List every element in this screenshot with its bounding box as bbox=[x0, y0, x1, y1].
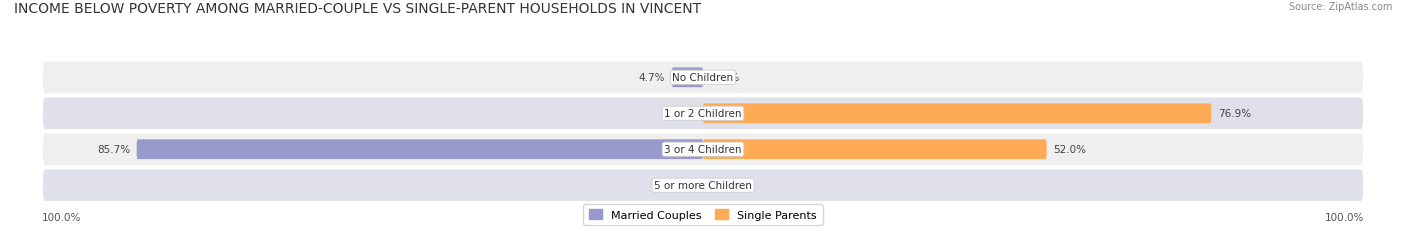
Text: 4.7%: 4.7% bbox=[638, 73, 665, 83]
Text: 0.0%: 0.0% bbox=[666, 109, 693, 119]
Text: No Children: No Children bbox=[672, 73, 734, 83]
Text: 0.0%: 0.0% bbox=[713, 180, 740, 190]
FancyBboxPatch shape bbox=[703, 104, 1211, 124]
Text: 3 or 4 Children: 3 or 4 Children bbox=[664, 145, 742, 155]
FancyBboxPatch shape bbox=[42, 169, 1364, 202]
Text: INCOME BELOW POVERTY AMONG MARRIED-COUPLE VS SINGLE-PARENT HOUSEHOLDS IN VINCENT: INCOME BELOW POVERTY AMONG MARRIED-COUPL… bbox=[14, 2, 702, 16]
FancyBboxPatch shape bbox=[42, 97, 1364, 130]
FancyBboxPatch shape bbox=[703, 140, 1046, 159]
FancyBboxPatch shape bbox=[672, 68, 703, 88]
Text: 0.0%: 0.0% bbox=[666, 180, 693, 190]
Text: 100.0%: 100.0% bbox=[1324, 212, 1364, 222]
FancyBboxPatch shape bbox=[136, 140, 703, 159]
Text: 52.0%: 52.0% bbox=[1053, 145, 1087, 155]
FancyBboxPatch shape bbox=[42, 61, 1364, 94]
Text: 0.0%: 0.0% bbox=[713, 73, 740, 83]
Text: 76.9%: 76.9% bbox=[1218, 109, 1251, 119]
Text: 1 or 2 Children: 1 or 2 Children bbox=[664, 109, 742, 119]
Legend: Married Couples, Single Parents: Married Couples, Single Parents bbox=[583, 204, 823, 225]
Text: 5 or more Children: 5 or more Children bbox=[654, 180, 752, 190]
FancyBboxPatch shape bbox=[42, 133, 1364, 166]
Text: Source: ZipAtlas.com: Source: ZipAtlas.com bbox=[1288, 2, 1392, 12]
Text: 85.7%: 85.7% bbox=[97, 145, 131, 155]
Text: 100.0%: 100.0% bbox=[42, 212, 82, 222]
